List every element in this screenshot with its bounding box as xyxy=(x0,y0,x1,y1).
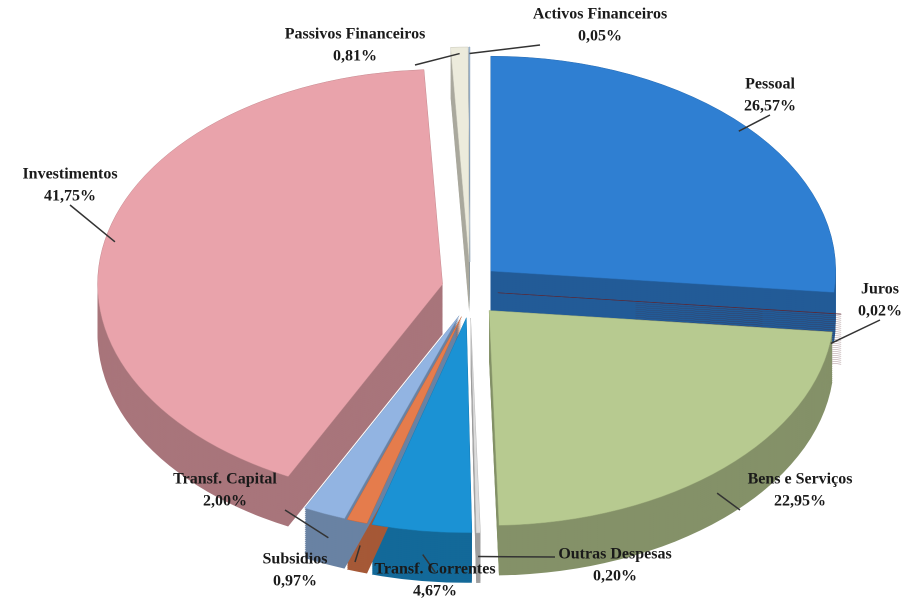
slice xyxy=(346,316,462,524)
slice-side xyxy=(497,296,842,319)
slice-label: Pessoal xyxy=(745,76,795,93)
slice-label: Transf. Correntes xyxy=(374,561,495,578)
slice-value-label: 0,20% xyxy=(593,568,637,585)
slice xyxy=(488,310,833,526)
slice-value-label: 26,57% xyxy=(744,98,796,115)
slice-value-label: 22,95% xyxy=(774,493,826,510)
slice-side xyxy=(497,306,842,329)
slice-value-label: 0,05% xyxy=(578,28,622,45)
slice xyxy=(97,69,443,477)
leader-line xyxy=(284,509,329,539)
slice-side xyxy=(497,310,842,333)
slice-label: Passivos Financeiros xyxy=(285,26,426,43)
leader-line xyxy=(354,545,361,563)
slice-side xyxy=(497,302,842,325)
leader-line xyxy=(830,319,881,345)
leader-line xyxy=(716,492,741,511)
slice xyxy=(470,317,481,534)
slice-value-label: 0,81% xyxy=(333,48,377,65)
leader-line xyxy=(478,555,556,558)
slice xyxy=(371,317,473,533)
slice-label: Bens e Serviços xyxy=(748,471,853,488)
slice-label: Investimentos xyxy=(22,166,117,183)
slice-label: Transf. Capital xyxy=(173,471,277,488)
slice xyxy=(450,46,470,263)
slice-label: Outras Despesas xyxy=(558,546,671,563)
leader-line xyxy=(422,554,436,573)
slice-value-label: 41,75% xyxy=(44,188,96,205)
slice-side xyxy=(497,298,842,321)
slice-value-label: 0,97% xyxy=(273,573,317,590)
slice-side xyxy=(497,304,842,327)
slice-side xyxy=(497,300,842,323)
slice-label: Juros xyxy=(861,281,899,298)
slice xyxy=(304,315,460,519)
slice-label: Activos Financeiros xyxy=(533,6,667,23)
slice-side xyxy=(497,308,842,331)
leader-line xyxy=(414,52,460,66)
leader-line xyxy=(69,204,116,243)
slice-value-label: 2,00% xyxy=(203,493,247,510)
slice-value-label: 4,67% xyxy=(413,583,457,600)
leader-line xyxy=(469,44,541,55)
slice xyxy=(468,46,471,263)
leader-line xyxy=(738,114,771,132)
slice xyxy=(497,292,842,315)
slice-side xyxy=(497,294,842,317)
slice-label: Subsidios xyxy=(263,551,328,568)
slice-value-label: 0,02% xyxy=(858,303,902,320)
